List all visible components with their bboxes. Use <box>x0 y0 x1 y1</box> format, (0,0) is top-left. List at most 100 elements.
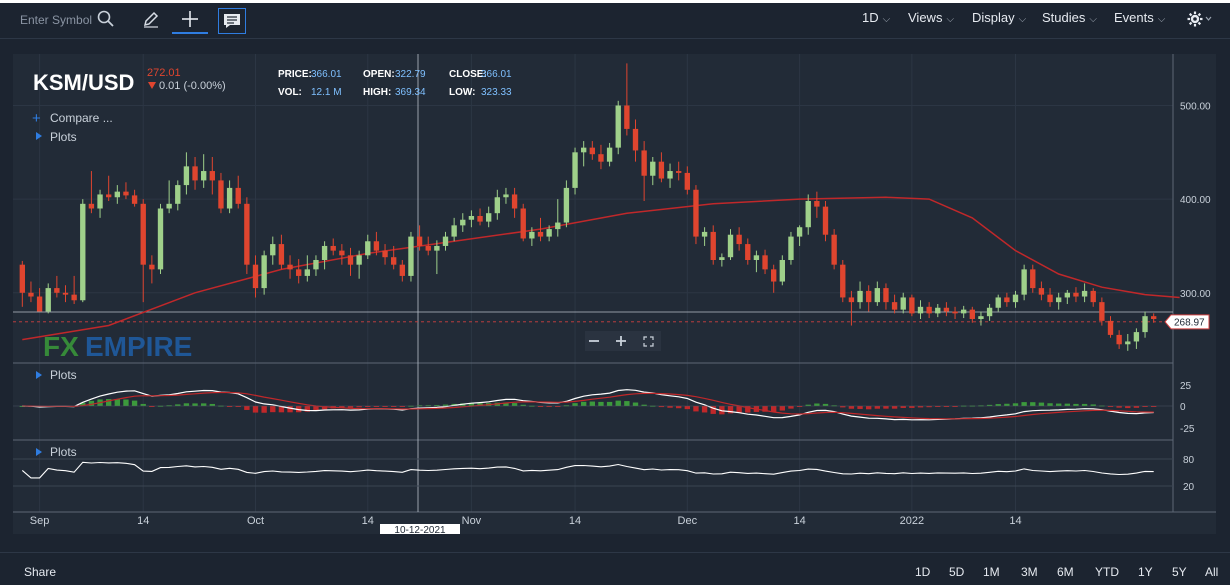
svg-text:322.79: 322.79 <box>395 69 426 80</box>
macd-histogram-bar <box>615 400 621 406</box>
candle-body <box>1142 316 1148 333</box>
svg-text:VOL:: VOL: <box>278 87 302 98</box>
candle-body <box>935 307 941 314</box>
x-tick-label: 14 <box>362 515 374 527</box>
y-tick-label: 300.00 <box>1180 289 1211 300</box>
range-1m[interactable]: 1M <box>983 565 1000 579</box>
macd-histogram-bar <box>1081 403 1088 406</box>
macd-histogram-bar <box>192 403 198 406</box>
macd-histogram-bar <box>952 406 958 407</box>
fullscreen-icon <box>643 336 654 347</box>
macd-y-tick-label: 25 <box>1180 381 1192 392</box>
watermark-empire: EMPIRE <box>85 331 192 362</box>
x-tick-label: 14 <box>137 515 149 527</box>
macd-histogram-bar <box>986 404 993 406</box>
range-all[interactable]: All <box>1205 565 1219 579</box>
candle-body <box>537 231 544 237</box>
range-5y[interactable]: 5Y <box>1172 565 1187 579</box>
chart-area[interactable]: FX EMPIRE 300.00 400.00 500.00 Sep 14 Oct 14 N… <box>13 54 1216 536</box>
candle-body <box>589 147 595 155</box>
menu-views[interactable]: Views ⌵ <box>908 10 955 25</box>
macd-histogram-bar <box>788 406 794 409</box>
candle-body <box>62 292 69 295</box>
candle-body <box>917 306 924 314</box>
draw-pencil-icon[interactable] <box>138 6 164 32</box>
symbol-search-input[interactable] <box>12 6 132 34</box>
macd-histogram-bar <box>252 406 259 413</box>
rsi-plots-toggle[interactable]: Plots <box>36 445 77 459</box>
candle-body <box>866 290 872 303</box>
macd-histogram-bar <box>321 406 328 410</box>
menu-studies[interactable]: Studies ⌵ <box>1042 10 1097 25</box>
range-3m[interactable]: 3M <box>1021 565 1038 579</box>
compare-control[interactable]: + Compare ... <box>32 110 113 127</box>
fxempire-watermark: FX EMPIRE <box>43 331 192 362</box>
candle-body <box>88 203 95 209</box>
candle-body <box>978 316 984 319</box>
settings-gear-icon[interactable] <box>1184 6 1216 32</box>
macd-plots-toggle[interactable]: Plots <box>36 368 77 382</box>
svg-text:HIGH:: HIGH: <box>363 87 391 98</box>
range-ytd[interactable]: YTD <box>1095 565 1119 579</box>
candle-body <box>943 307 950 312</box>
macd-histogram-bar <box>710 406 716 414</box>
candle-body <box>157 208 164 270</box>
candle-body <box>952 311 958 314</box>
candle-body <box>874 288 880 303</box>
moving-average-line <box>22 196 1180 341</box>
menu-display[interactable]: Display ⌵ <box>972 10 1027 25</box>
macd-histogram-bar <box>114 399 120 406</box>
candle-body <box>779 260 785 282</box>
zoom-controls[interactable] <box>585 331 661 351</box>
chevron-down-icon: ⌵ <box>1089 14 1097 25</box>
candle-body <box>330 245 336 251</box>
macd-histogram-bar <box>598 401 604 406</box>
candle-body <box>684 172 690 190</box>
candle-body <box>969 309 975 319</box>
macd-histogram-bar <box>624 401 630 406</box>
macd-histogram-bar <box>382 406 388 407</box>
macd-histogram-bar <box>304 406 310 412</box>
menu-events[interactable]: Events ⌵ <box>1114 10 1166 25</box>
candle-body <box>1073 292 1079 297</box>
candle-body <box>1056 297 1062 303</box>
menu-interval[interactable]: 1D ⌵ <box>862 10 891 25</box>
candle-body <box>658 161 665 179</box>
candle-body <box>339 250 345 256</box>
macd-histogram-bar <box>80 402 86 406</box>
candle-body <box>399 264 405 276</box>
search-icon[interactable] <box>94 6 118 32</box>
crosshair-icon[interactable] <box>172 6 208 34</box>
macd-signal-line <box>22 391 1154 420</box>
top-toolbar: 1D⌵ Views⌵ Display⌵ Studies⌵ Events⌵ <box>0 0 1230 39</box>
down-arrow-icon <box>148 82 156 89</box>
macd-histogram-bar <box>822 403 829 406</box>
candle-body <box>321 245 328 260</box>
range-1y[interactable]: 1Y <box>1138 565 1153 579</box>
candle-body <box>762 255 768 270</box>
x-tick-label: Sep <box>30 515 50 527</box>
main-plots-toggle[interactable]: Plots <box>36 130 77 144</box>
svg-text:366.01: 366.01 <box>311 69 342 80</box>
bottom-bar: Share 1D 5D 1M 3M 6M YTD 1Y 5Y All <box>0 552 1230 585</box>
macd-histogram-bar <box>814 403 820 406</box>
candle-body <box>425 245 431 251</box>
share-button[interactable]: Share <box>24 565 57 579</box>
chevron-down-icon: ⌵ <box>1018 14 1027 25</box>
macd-histogram-bar <box>373 406 380 407</box>
candle-body <box>486 213 492 222</box>
range-5d[interactable]: 5D <box>949 565 965 579</box>
candle-body <box>1081 290 1088 297</box>
range-6m[interactable]: 6M <box>1057 565 1074 579</box>
candle-body <box>831 234 837 265</box>
svg-text:CLOSE:: CLOSE: <box>449 69 487 80</box>
macd-histogram-bar <box>917 406 924 408</box>
candle-body <box>909 297 915 314</box>
chart-svg[interactable]: FX EMPIRE 300.00 400.00 500.00 Sep 14 Oct 14 N… <box>13 54 1216 536</box>
range-1d[interactable]: 1D <box>915 565 931 579</box>
candle-body <box>494 197 500 214</box>
candle-body <box>54 288 60 293</box>
macd-histogram-bar <box>1107 406 1114 407</box>
annotation-icon[interactable] <box>218 8 246 34</box>
candle-body <box>788 236 794 260</box>
